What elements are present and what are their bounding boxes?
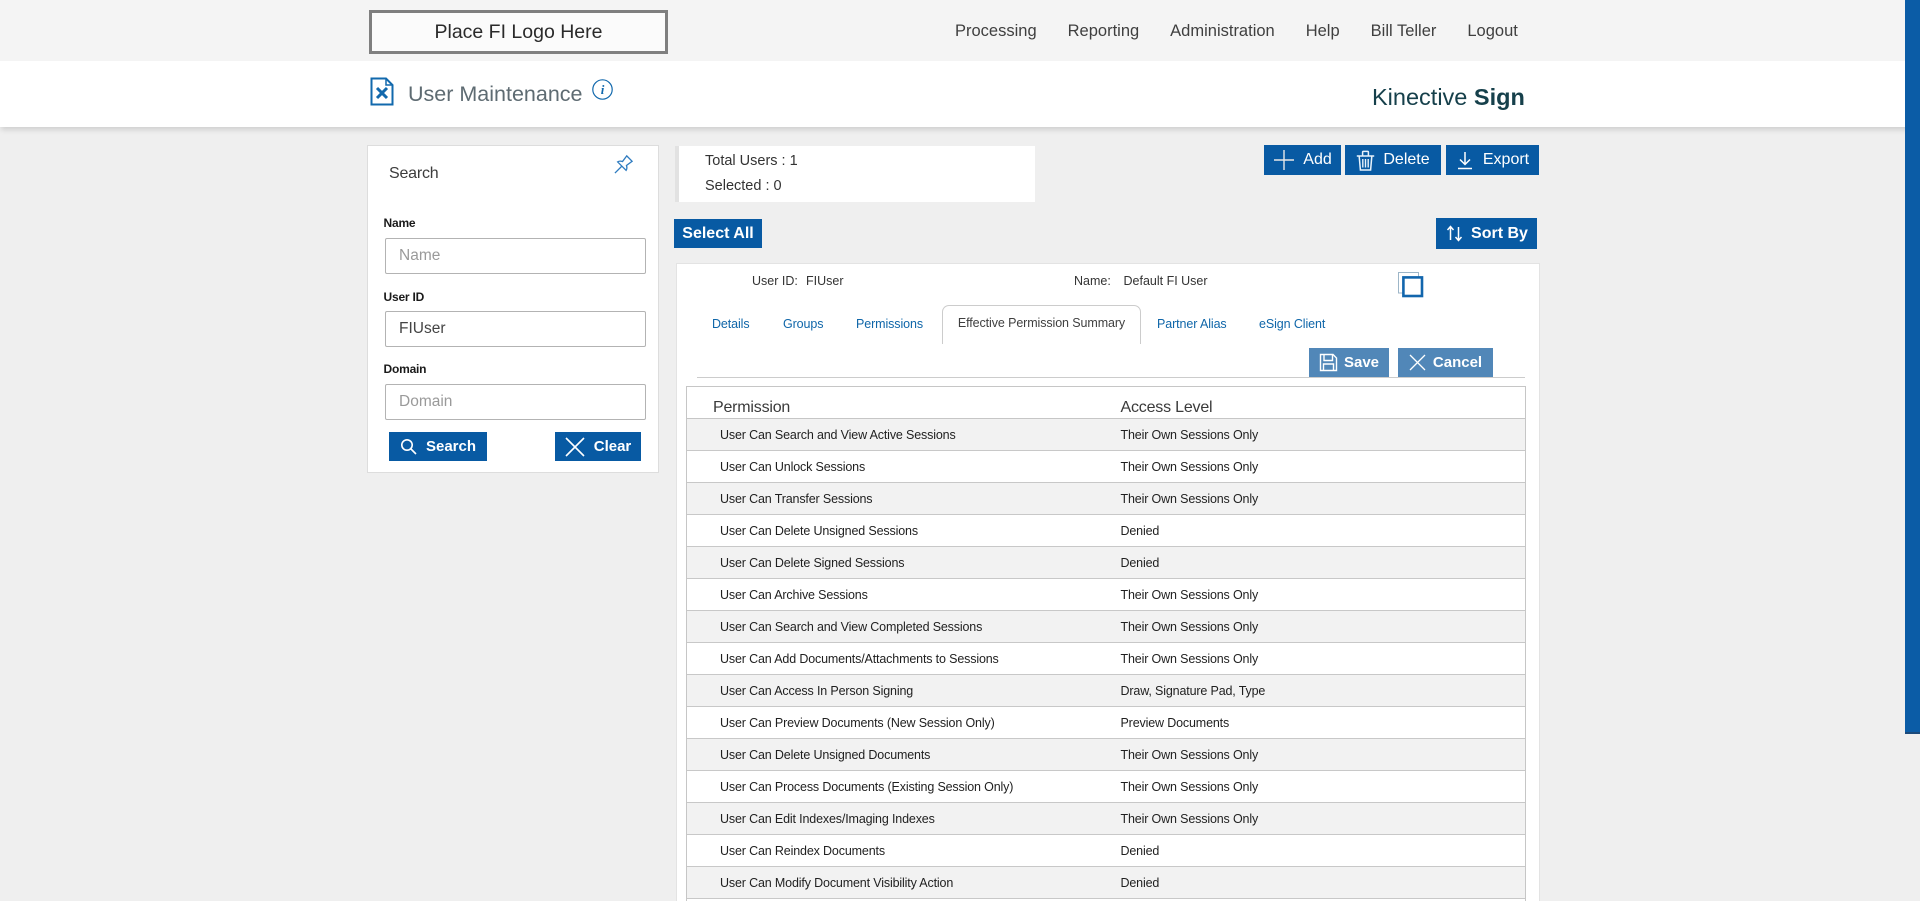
svg-text:i: i bbox=[601, 82, 605, 97]
